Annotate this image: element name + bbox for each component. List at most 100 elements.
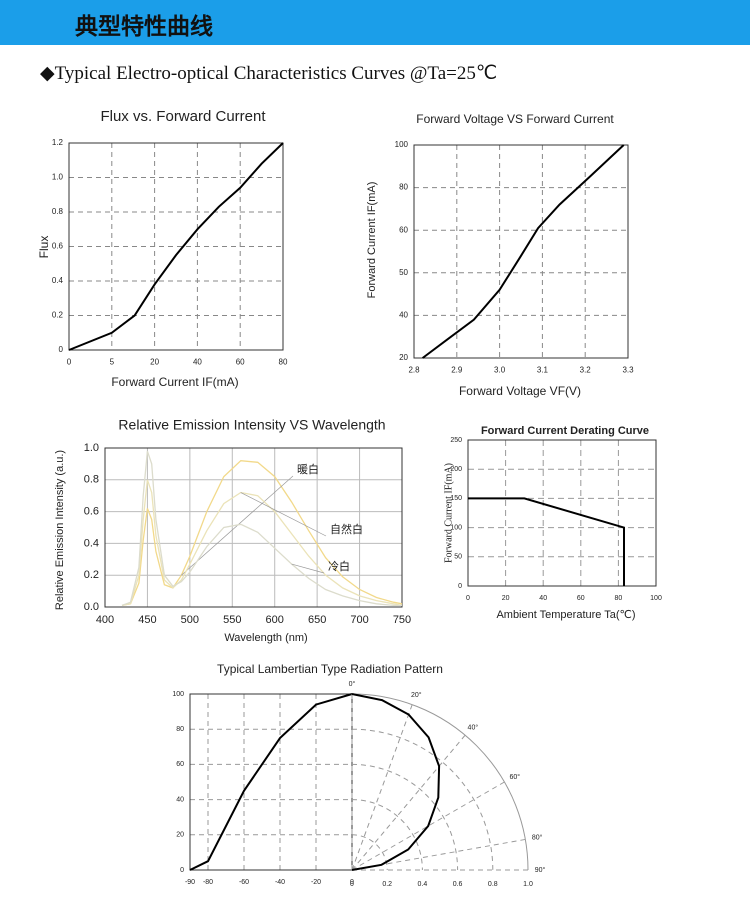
chart-title: Typical Lambertian Type Radiation Patter… xyxy=(217,662,443,676)
y-tick-label: 100 xyxy=(450,524,462,531)
header-title: 典型特性曲线 xyxy=(75,14,213,40)
x-tick-label: 20 xyxy=(150,358,159,367)
x-tick-label: 60 xyxy=(577,595,585,602)
theta-tick-label: 80° xyxy=(532,834,543,842)
grid-arc xyxy=(351,728,494,871)
y-tick-label: 200 xyxy=(450,466,462,473)
x-tick-label: 700 xyxy=(350,614,368,626)
x-tick-label: 20 xyxy=(502,595,510,602)
x-tick-label: 3.2 xyxy=(580,366,592,375)
x-tick-label: 40 xyxy=(539,595,547,602)
x-axis-label: Forward Current IF(mA) xyxy=(111,375,238,389)
x-tick-label: 2.8 xyxy=(408,366,420,375)
subtitle: ◆Typical Electro-optical Characteristics… xyxy=(40,63,498,84)
y-axis-label: Flux xyxy=(37,236,51,259)
data-line xyxy=(468,497,625,586)
leader-line xyxy=(291,563,325,574)
y-tick-label: 1.2 xyxy=(52,138,64,147)
y-tick-label: 60 xyxy=(176,761,184,768)
grid-arc xyxy=(351,834,388,871)
y-tick-label: 80 xyxy=(399,183,408,192)
data-line xyxy=(121,479,403,607)
y-tick-label: 0.2 xyxy=(52,311,64,320)
y-tick-label: 0.8 xyxy=(84,474,99,486)
y-tick-label: 0.4 xyxy=(84,537,99,549)
series-label: 暖白 xyxy=(297,462,319,476)
y-tick-label: 1.0 xyxy=(84,442,99,454)
y-tick-label: 40 xyxy=(399,311,408,320)
y-tick-label: 0.6 xyxy=(52,242,64,251)
x-tick-label: -60 xyxy=(239,879,249,886)
y-tick-label: 0.6 xyxy=(84,506,99,518)
x-tick-label: -80 xyxy=(203,879,213,886)
data-line xyxy=(189,693,353,871)
y-tick-label: 0.2 xyxy=(84,569,99,581)
r-tick-label: 1.0 xyxy=(523,881,533,888)
r-tick-label: 0.2 xyxy=(382,881,392,888)
series-label: 自然白 xyxy=(330,522,363,536)
x-tick-label: 750 xyxy=(393,614,411,626)
x-tick-label: 3.3 xyxy=(622,366,634,375)
x-tick-label: 0 xyxy=(67,358,72,367)
x-tick-label: 3.1 xyxy=(537,366,549,375)
grid-arc xyxy=(351,799,423,871)
x-tick-label: 550 xyxy=(223,614,241,626)
theta-tick-label: 20° xyxy=(411,691,422,699)
grid-arc xyxy=(351,763,459,871)
y-axis-label: Forward Current IF(mA) xyxy=(443,463,454,563)
x-tick-label: 3.0 xyxy=(494,366,506,375)
polar-curve xyxy=(351,693,441,871)
x-axis-label: Wavelength (nm) xyxy=(224,632,307,644)
y-tick-label: 0 xyxy=(180,867,184,874)
x-tick-label: 500 xyxy=(181,614,199,626)
x-tick-label: 80 xyxy=(615,595,623,602)
x-tick-label: 5 xyxy=(110,358,115,367)
x-axis-label: Forward Voltage VF(V) xyxy=(459,384,581,398)
x-tick-label: -90 xyxy=(185,879,195,886)
data-line xyxy=(68,142,284,351)
y-tick-label: 150 xyxy=(450,495,462,502)
chart-title: Flux vs. Forward Current xyxy=(100,108,266,125)
plot-frame xyxy=(413,144,629,359)
plot-frame xyxy=(104,447,403,608)
y-tick-label: 20 xyxy=(176,832,184,839)
x-tick-label: 40 xyxy=(193,358,202,367)
y-tick-label: 40 xyxy=(176,796,184,803)
plot-frame xyxy=(467,439,657,587)
y-tick-label: 250 xyxy=(450,437,462,444)
chart-title: Forward Voltage VS Forward Current xyxy=(416,112,614,126)
theta-tick-label: 40° xyxy=(468,723,479,731)
plot-frame xyxy=(189,693,353,871)
x-axis-label: Ambient Temperature Ta(℃) xyxy=(496,609,635,621)
r-tick-label: 0.4 xyxy=(418,881,428,888)
x-tick-label: 0 xyxy=(466,595,470,602)
x-tick-label: 600 xyxy=(266,614,284,626)
y-tick-label: 100 xyxy=(172,691,184,698)
series-label: 冷白 xyxy=(328,559,350,573)
y-tick-label: 0.8 xyxy=(52,207,64,216)
r-tick-label: 0.8 xyxy=(488,881,498,888)
y-tick-label: 0 xyxy=(59,345,64,354)
data-line xyxy=(121,460,403,607)
y-axis-label: Relative Emission Intensity (a.u.) xyxy=(54,450,66,610)
y-tick-label: 100 xyxy=(395,140,409,149)
x-tick-label: 2.9 xyxy=(451,366,463,375)
x-tick-label: -40 xyxy=(275,879,285,886)
r-tick-label: 0 xyxy=(350,881,354,888)
leader-line xyxy=(240,492,327,537)
x-tick-label: 400 xyxy=(96,614,114,626)
x-tick-label: 650 xyxy=(308,614,326,626)
y-tick-label: 60 xyxy=(399,225,408,234)
y-tick-label: 0.4 xyxy=(52,276,64,285)
y-axis-label: Forward Current IF(mA) xyxy=(366,182,378,299)
x-tick-label: -20 xyxy=(311,879,321,886)
grid-arc xyxy=(351,693,529,871)
y-tick-label: 50 xyxy=(454,554,462,561)
x-tick-label: 100 xyxy=(650,595,662,602)
chart-title: Relative Emission Intensity VS Wavelengt… xyxy=(118,417,385,433)
y-tick-label: 20 xyxy=(399,353,408,362)
grid-spoke xyxy=(351,704,413,871)
plot-frame xyxy=(68,142,284,351)
